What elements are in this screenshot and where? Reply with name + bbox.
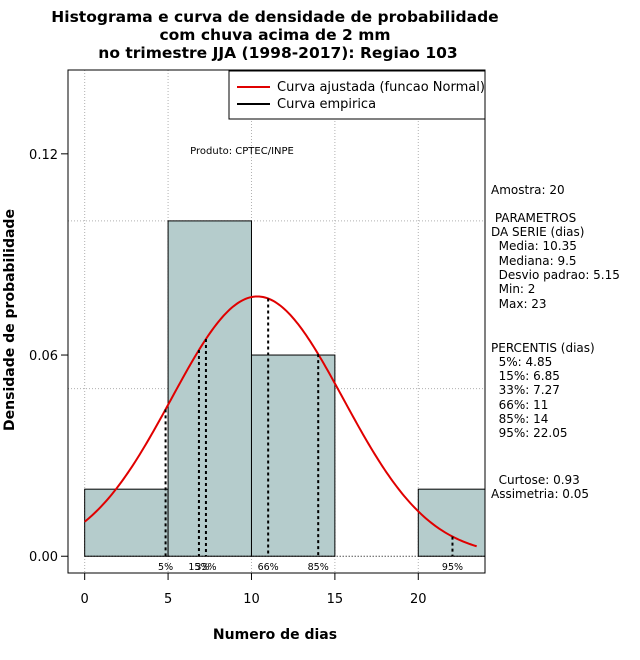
percentile-label-1: 15% — [188, 562, 209, 573]
legend: Curva ajustada (funcao Normal) Curva emp… — [228, 70, 486, 120]
histogram-bar-1 — [167, 220, 252, 557]
x-tick-label-0: 0 — [81, 592, 89, 607]
legend-box — [228, 70, 486, 120]
legend-label-empirical: Curva empirica — [277, 97, 376, 112]
histogram-bar-0 — [84, 488, 169, 557]
stat-amostra: Amostra: 20 — [491, 183, 565, 197]
stat-curtose: Curtose: 0.93 — [491, 473, 580, 487]
stat-p85: 85%: 14 — [491, 412, 548, 426]
chart-title-line-2: com chuva acima de 2 mm — [159, 26, 390, 44]
stat-p15: 15%: 6.85 — [491, 369, 560, 383]
parametros-title-2: DA SERIE (dias) — [491, 225, 584, 239]
histogram-bar-2 — [250, 354, 336, 557]
stats-panel: Amostra: 20 PARAMETROS DA SERIE (dias) M… — [491, 183, 620, 501]
stat-p5: 5%: 4.85 — [491, 355, 552, 369]
y-tick-label-1: 0.06 — [29, 349, 58, 364]
x-tick-label-4: 20 — [410, 592, 427, 607]
product-annotation: Produto: CPTEC/INPE — [190, 146, 294, 157]
stat-p33: 33%: 7.27 — [491, 383, 560, 397]
legend-label-fitted: Curva ajustada (funcao Normal) — [277, 80, 485, 95]
chart-title-line-1: Histograma e curva de densidade de proba… — [51, 8, 498, 26]
stat-mediana: Mediana: 9.5 — [491, 254, 577, 268]
y-tick-label-0: 0.00 — [29, 550, 58, 565]
stat-desvio: Desvio padrao: 5.15 — [491, 268, 620, 282]
plot-area: 5% 15%33% 66% 85% 95% — [68, 70, 486, 573]
x-tick-label-1: 5 — [164, 592, 172, 607]
stat-p95: 95%: 22.05 — [491, 426, 568, 440]
percentile-label-5: 95% — [442, 562, 463, 573]
axes: 0 5 10 15 20 0.00 0.06 0.12 — [29, 69, 486, 607]
x-tick-label-2: 10 — [243, 592, 260, 607]
percentile-label-2: 33% — [195, 562, 216, 573]
stat-media: Media: 10.35 — [491, 239, 577, 253]
y-tick-label-2: 0.12 — [29, 148, 58, 163]
stat-p66: 66%: 11 — [491, 398, 548, 412]
stat-max: Max: 23 — [491, 297, 547, 311]
normal-fit-curve — [84, 295, 477, 548]
percentile-label-0: 5% — [158, 562, 173, 573]
percentile-label-3: 66% — [258, 562, 279, 573]
x-axis-title: Numero de dias — [213, 627, 337, 643]
x-tick-label-3: 15 — [327, 592, 344, 607]
chart-title-line-3: no trimestre JJA (1998-2017): Regiao 103 — [98, 44, 457, 62]
y-axis-title: Densidade de probabilidade — [2, 209, 18, 431]
stat-assimetria: Assimetria: 0.05 — [491, 487, 589, 501]
percentile-label-4: 85% — [308, 562, 329, 573]
stat-min: Min: 2 — [491, 282, 535, 296]
percentis-title: PERCENTIS (dias) — [491, 341, 595, 355]
parametros-title-1: PARAMETROS — [491, 211, 576, 225]
